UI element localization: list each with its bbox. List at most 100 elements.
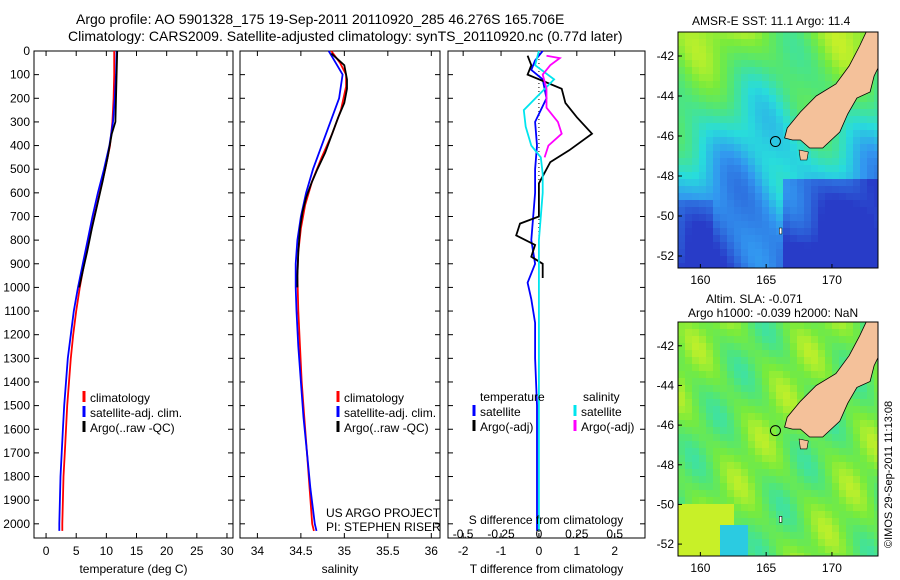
x-axis-label-difference: T difference from climatology	[470, 562, 624, 576]
map-cell	[741, 462, 748, 469]
map-cell	[776, 214, 783, 221]
map-cell	[692, 186, 699, 193]
diff-legend-salinity-heading: salinity	[583, 390, 620, 404]
map-cell	[692, 102, 699, 109]
map-cell	[706, 158, 713, 165]
map-cell	[804, 462, 811, 469]
map-cell	[776, 364, 783, 371]
map-cell	[713, 249, 720, 256]
map-cell	[825, 364, 832, 371]
map-cell	[762, 109, 769, 116]
map-cell	[720, 116, 727, 123]
x-axis-label-top-difference: S difference from climatology	[469, 513, 624, 527]
map-cell	[706, 364, 713, 371]
map-cell	[818, 67, 825, 74]
map-cell	[720, 357, 727, 364]
map-cell	[860, 399, 867, 406]
y-tick-label: 800	[10, 233, 30, 247]
map-cell	[748, 109, 755, 116]
map-cell	[776, 172, 783, 179]
map-cell	[832, 256, 839, 263]
map-cell	[748, 350, 755, 357]
map-cell	[818, 39, 825, 46]
map-cell	[748, 371, 755, 378]
map-cell	[825, 462, 832, 469]
map-cell	[741, 102, 748, 109]
map-cell	[678, 413, 685, 420]
map-cell	[741, 186, 748, 193]
map-cell	[685, 81, 692, 88]
map-cell	[699, 420, 706, 427]
map-cell	[776, 371, 783, 378]
map-cell	[713, 532, 720, 539]
map-cell	[776, 200, 783, 207]
map-cell	[776, 490, 783, 497]
map-cell	[797, 74, 804, 81]
map-cell	[713, 109, 720, 116]
map-cell	[811, 378, 818, 385]
map-cell	[713, 497, 720, 504]
map-cell	[769, 518, 776, 525]
map-cell	[818, 546, 825, 553]
map-cell	[811, 497, 818, 504]
map-cell	[727, 364, 734, 371]
map-cell	[825, 207, 832, 214]
map-cell	[692, 511, 699, 518]
map-cell	[727, 322, 734, 329]
map-cell	[678, 399, 685, 406]
map-cell	[811, 200, 818, 207]
map-cell	[832, 336, 839, 343]
map-cell	[874, 483, 878, 490]
map-cell	[804, 497, 811, 504]
map-cell	[811, 67, 818, 74]
map-cell	[713, 511, 720, 518]
map-cell	[783, 532, 790, 539]
map-cell	[839, 504, 846, 511]
map-cell	[755, 448, 762, 455]
map-cell	[790, 399, 797, 406]
map-cell	[846, 441, 853, 448]
map-cell	[706, 539, 713, 546]
map-cell	[811, 546, 818, 553]
map-cell	[748, 123, 755, 130]
map-cell	[860, 532, 867, 539]
map-cell	[713, 95, 720, 102]
map-cell	[734, 322, 741, 329]
map-cell	[776, 343, 783, 350]
map-cell	[846, 151, 853, 158]
map-cell	[692, 497, 699, 504]
map-cell	[699, 455, 706, 462]
map-cell	[720, 242, 727, 249]
map-cell	[741, 336, 748, 343]
map-cell	[713, 483, 720, 490]
map-cell	[853, 406, 860, 413]
map-cell	[713, 399, 720, 406]
map-cell	[727, 60, 734, 67]
map-cell	[839, 60, 846, 67]
map-cell	[839, 350, 846, 357]
map-cell	[699, 102, 706, 109]
map-cell	[762, 172, 769, 179]
map-cell	[811, 172, 818, 179]
map-cell	[825, 46, 832, 53]
map-cell	[818, 256, 825, 263]
map-cell	[874, 249, 878, 256]
map-cell	[755, 74, 762, 81]
map-cell	[734, 329, 741, 336]
map-cell	[678, 336, 685, 343]
map-cell	[678, 249, 685, 256]
map-cell	[825, 144, 832, 151]
map-cell	[790, 144, 797, 151]
map-cell	[692, 546, 699, 553]
map-cell	[678, 343, 685, 350]
map-cell	[874, 109, 878, 116]
map-cell	[790, 179, 797, 186]
map-cell	[783, 95, 790, 102]
map-cell	[706, 256, 713, 263]
map-cell	[783, 490, 790, 497]
map-cell	[748, 525, 755, 532]
map-cell	[762, 413, 769, 420]
map-cell	[734, 420, 741, 427]
map-cell	[734, 137, 741, 144]
map-cell	[706, 242, 713, 249]
